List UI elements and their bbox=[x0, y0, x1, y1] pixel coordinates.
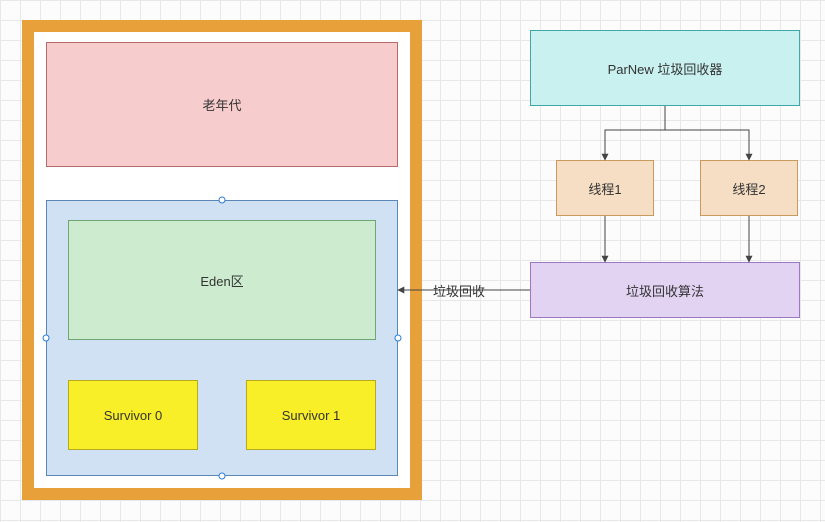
eden-label: Eden区 bbox=[200, 271, 243, 290]
thread1-label: 线程1 bbox=[588, 179, 621, 198]
survivor0-label: Survivor 0 bbox=[104, 408, 163, 423]
thread2-label: 线程2 bbox=[732, 179, 765, 198]
parnew-collector-label: ParNew 垃圾回收器 bbox=[608, 59, 723, 78]
gc-edge-label: 垃圾回收 bbox=[433, 281, 485, 300]
gc-algorithm-box[interactable]: 垃圾回收算法 bbox=[530, 262, 800, 318]
survivor0-box[interactable]: Survivor 0 bbox=[68, 380, 198, 450]
eden-box[interactable]: Eden区 bbox=[68, 220, 376, 340]
thread2-box[interactable]: 线程2 bbox=[700, 160, 798, 216]
gc-algorithm-label: 垃圾回收算法 bbox=[626, 281, 704, 300]
parnew-collector-box[interactable]: ParNew 垃圾回收器 bbox=[530, 30, 800, 106]
old-generation-label: 老年代 bbox=[202, 95, 241, 114]
survivor1-box[interactable]: Survivor 1 bbox=[246, 380, 376, 450]
survivor1-label: Survivor 1 bbox=[282, 408, 341, 423]
thread1-box[interactable]: 线程1 bbox=[556, 160, 654, 216]
old-generation-box[interactable]: 老年代 bbox=[46, 42, 398, 167]
